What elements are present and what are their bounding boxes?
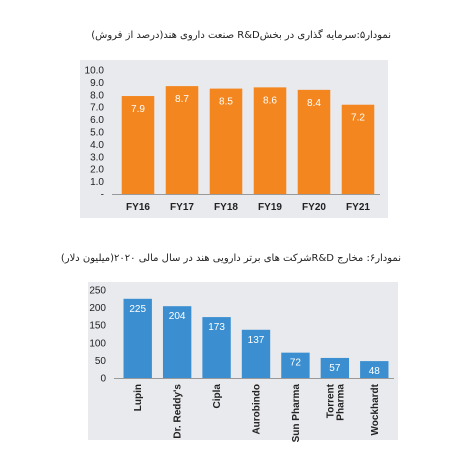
bar-value-label: 137 (248, 335, 265, 346)
bar-value-label: 8.7 (175, 94, 189, 105)
bar-value-label: 8.6 (263, 95, 277, 106)
x-tick-label: Cipla (212, 384, 223, 409)
y-tick-label: 7.0 (90, 103, 104, 114)
bar-value-label: 7.2 (351, 113, 365, 124)
y-tick-label: 4.0 (90, 140, 104, 151)
bar (121, 96, 155, 194)
chart1-title: نمودار۵:سرمایه گذاری در بخشR&D صنعت دارو… (91, 30, 391, 41)
bar (209, 88, 243, 194)
x-tick-label: Dr. Reddy's (173, 384, 184, 439)
x-tick-label: Torrent (325, 383, 336, 418)
bar (320, 357, 350, 378)
bar-value-label: 48 (369, 366, 381, 377)
x-tick-label: FY20 (302, 202, 326, 213)
bar (123, 298, 152, 378)
x-tick-label: FY17 (170, 202, 194, 213)
x-tick-label: FY21 (346, 202, 370, 213)
x-tick-label: Lupin (133, 384, 144, 411)
y-tick-label: 250 (89, 286, 106, 297)
bar (202, 317, 231, 378)
y-tick-label: - (101, 190, 104, 201)
y-tick-label: 150 (89, 321, 106, 332)
x-tick-label: Wockhardt (370, 383, 381, 435)
y-tick-label: 0 (100, 374, 106, 385)
bar-value-label: 57 (329, 363, 341, 374)
bar-value-label: 72 (290, 358, 302, 369)
x-tick-label: FY18 (214, 202, 238, 213)
bar (360, 361, 389, 378)
y-tick-label: 10.0 (85, 66, 105, 77)
y-tick-label: 200 (89, 303, 106, 314)
bar (253, 87, 287, 194)
bar (162, 306, 192, 378)
bar-value-label: 8.4 (307, 98, 321, 109)
bar-value-label: 225 (129, 304, 146, 315)
chart2-svg: 250 200 150 100 50 0 225 Lupin 204 Dr. Reddy's 173… (89, 286, 394, 443)
y-tick-label: 100 (89, 338, 106, 349)
x-tick-label: Aurobindo (252, 384, 263, 435)
bar (165, 86, 199, 194)
x-tick-label: FY19 (258, 202, 282, 213)
chart2-title: نمودار۶: مخارج R&Dشرکت های برتر دارویی ه… (60, 253, 401, 264)
bar (241, 329, 271, 378)
y-tick-label: 5.0 (90, 128, 104, 139)
x-tick-label: Pharma (335, 384, 346, 421)
chart1-svg: 10.09.08.0 7.06.0 5.04.03.0 2.01.0 - 7.9 FY16 8… (85, 66, 380, 213)
y-tick-label: 8.0 (90, 90, 104, 101)
y-tick-label: 3.0 (90, 152, 104, 163)
chart2-panel: 250 200 150 100 50 0 225 Lupin 204 Dr. Reddy's 173… (88, 282, 398, 443)
chart1-panel: 10.0 9.0 8.0 7.0 6.0 5.0 4.0 3.0 2.0 1.0 - 7.9 FY16 8… (80, 60, 388, 218)
y-tick-label: 2.0 (90, 165, 104, 176)
y-tick-label: 50 (95, 356, 107, 367)
bar-value-label: 204 (169, 311, 186, 322)
y-tick-label: 1.0 (90, 177, 104, 188)
x-tick-label: FY16 (126, 202, 150, 213)
bar-value-label: 7.9 (131, 104, 145, 115)
bar (281, 352, 310, 378)
bar-value-label: 173 (208, 322, 225, 333)
bar-value-label: 8.5 (219, 97, 233, 108)
bar (297, 89, 331, 194)
y-tick-label: 9.0 (90, 78, 104, 89)
y-tick-label: 6.0 (90, 115, 104, 126)
x-tick-label: Sun Pharma (291, 384, 302, 443)
bar (341, 104, 375, 194)
